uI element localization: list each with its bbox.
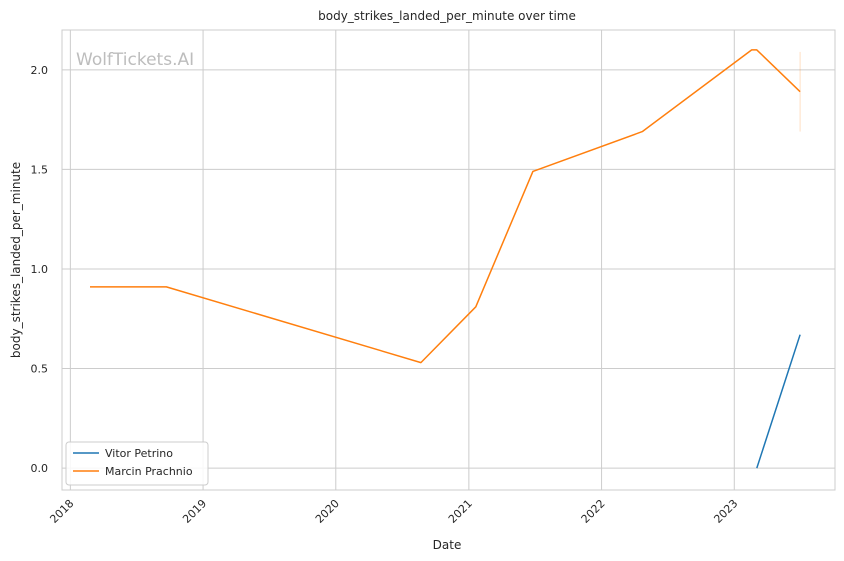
watermark: WolfTickets.AI [76,50,194,70]
x-tick-label: 2022 [579,497,608,526]
y-tick-label: 1.5 [31,163,49,176]
grid [62,30,835,490]
x-tick-label: 2021 [446,497,475,526]
legend-label-vitor-petrino: Vitor Petrino [105,447,173,460]
x-axis-ticks: 2018 2019 2020 2021 2022 2023 [47,497,740,526]
y-tick-label: 1.0 [31,263,49,276]
x-tick-label: 2023 [711,497,740,526]
x-axis-title: Date [433,538,462,552]
y-tick-label: 0.0 [31,462,49,475]
y-axis-ticks: 0.0 0.5 1.0 1.5 2.0 [31,64,49,475]
y-axis-title: body_strikes_landed_per_minute [9,162,23,358]
x-tick-label: 2019 [180,497,209,526]
series-line-marcin-prachnio [90,49,801,364]
series-layer [90,49,801,469]
legend: Vitor Petrino Marcin Prachnio [65,441,209,486]
x-tick-label: 2020 [313,497,342,526]
legend-box [65,441,209,486]
x-tick-label: 2018 [47,497,76,526]
series-line-vitor-petrino [756,334,801,469]
plot-frame [61,29,836,491]
chart-title: body_strikes_landed_per_minute over time [318,9,576,23]
legend-label-marcin-prachnio: Marcin Prachnio [105,465,193,478]
y-tick-label: 0.5 [31,363,49,376]
y-tick-label: 2.0 [31,64,49,77]
